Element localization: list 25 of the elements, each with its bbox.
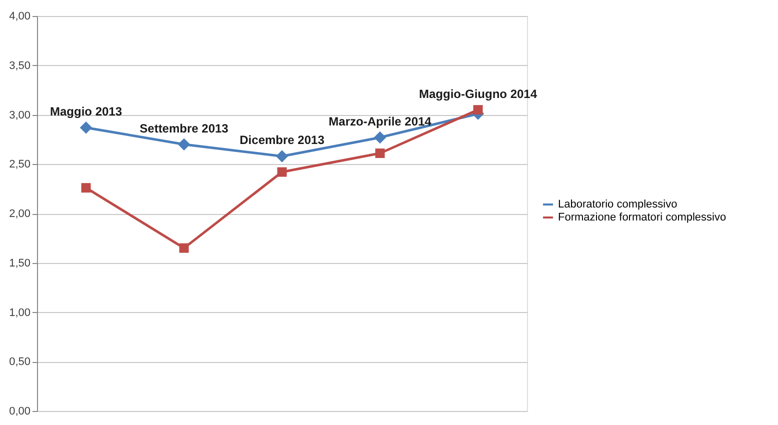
point (276, 150, 288, 162)
point (80, 121, 92, 134)
point (375, 148, 385, 158)
y-tick-label: 0,50 (9, 356, 30, 368)
y-tick-label: 2,00 (9, 208, 30, 220)
y-tick-label: 3,50 (9, 60, 30, 72)
x-tick-label: Settembre 2013 (140, 121, 229, 136)
point (277, 167, 287, 177)
y-tick-label: 2,50 (9, 158, 30, 171)
y-tick-label: 1,00 (9, 306, 30, 319)
x-tick-label: Maggio 2013 (50, 104, 122, 119)
x-tick-label: Dicembre 2013 (240, 133, 325, 148)
y-tick-label: 0,00 (9, 406, 30, 418)
point (473, 105, 483, 115)
y-tick-label: 4,00 (9, 10, 30, 22)
y-tick-label: 1,50 (9, 257, 30, 270)
point (81, 183, 91, 193)
y-tick-label: 3,00 (9, 109, 30, 122)
legend-label: Laboratorio complessivo (558, 198, 678, 210)
x-tick-label: Maggio-Giugno 2014 (418, 86, 538, 101)
x-tick-label: Marzo-Aprile 2014 (328, 114, 432, 128)
point (179, 243, 189, 253)
point (178, 138, 190, 150)
legend-label: Formazione formatori complessivo (558, 212, 726, 224)
point (374, 131, 386, 144)
